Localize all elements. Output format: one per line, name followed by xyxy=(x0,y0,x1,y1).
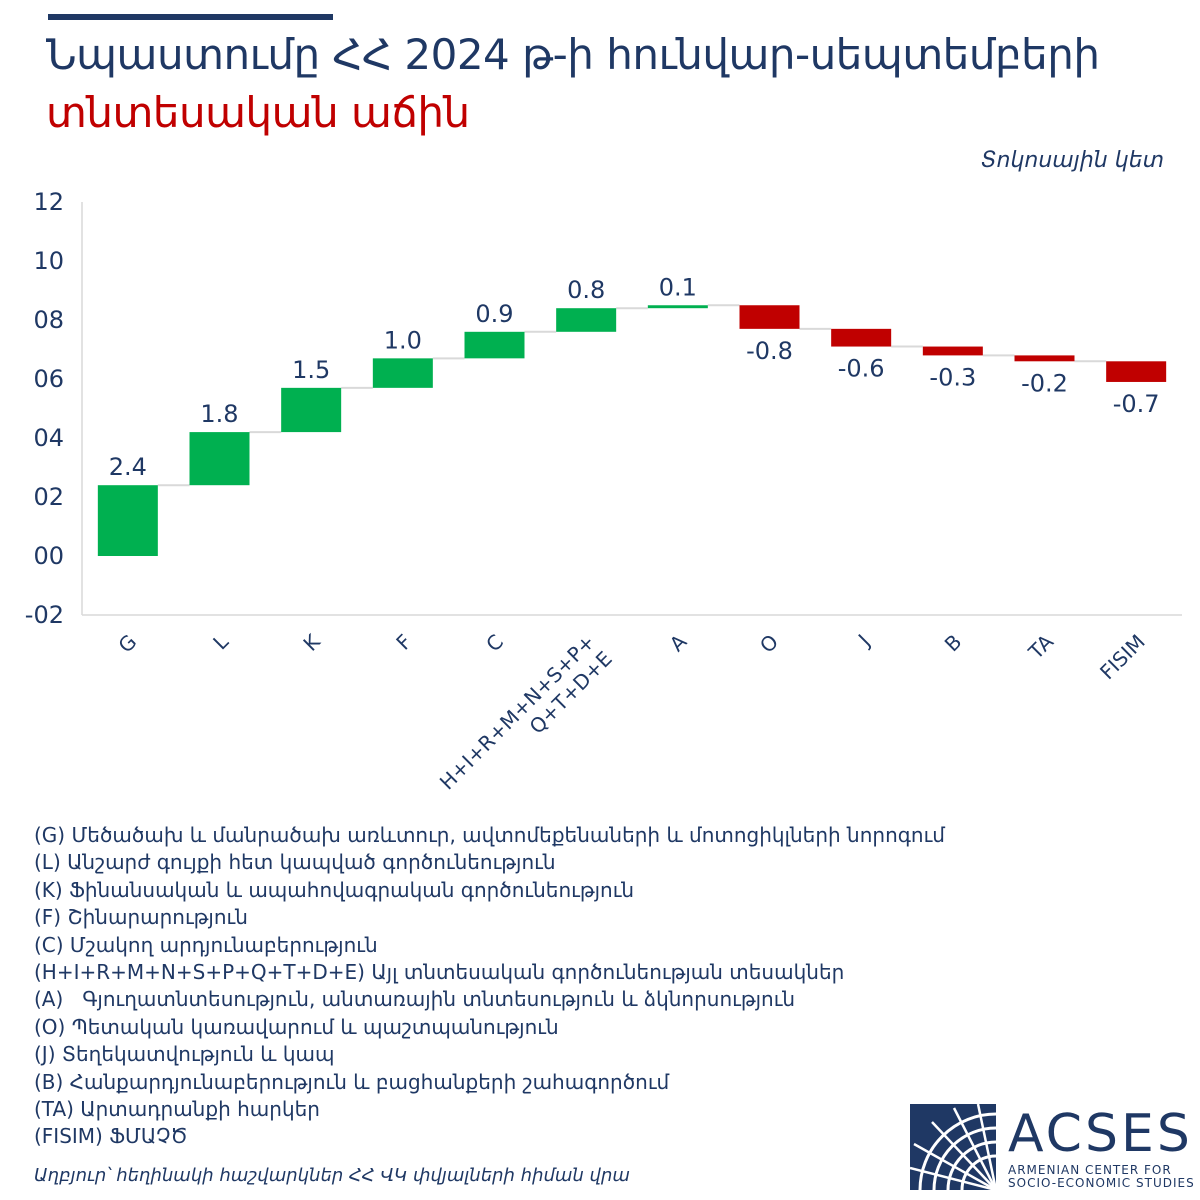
x-tick-label: FISIM xyxy=(1095,630,1150,685)
logo-subtitle-line2: SOCIO-ECONOMIC STUDIES xyxy=(1008,1176,1195,1190)
value-label: -0.7 xyxy=(1113,390,1160,418)
y-tick-label: 02 xyxy=(33,483,64,511)
legend-item: (F) Շինարարություն xyxy=(34,905,248,930)
value-label: -0.8 xyxy=(746,337,793,365)
value-label: 0.9 xyxy=(475,300,513,328)
x-tick-label-line: F xyxy=(391,630,416,655)
y-tick-label: 06 xyxy=(33,365,64,393)
waterfall-chart: 2.4 1.8 1.5 1.0 0.9 0.8 0.1 -0.8 -0.6 -0.3 -0.2 -0.… xyxy=(25,190,1182,795)
x-tick-label-line: A xyxy=(665,629,692,656)
y-tick-label: 10 xyxy=(33,247,64,275)
value-label: 0.1 xyxy=(659,273,697,301)
x-tick-label: TA xyxy=(1023,629,1058,664)
waterfall-bar xyxy=(97,485,158,556)
value-label: 1.5 xyxy=(292,356,330,384)
x-tick-label: H+I+R+M+N+S+P+Q+T+D+E xyxy=(435,630,617,795)
x-tick-labels: G L K F CH+I+R+M+N+S+P+Q+T+D+E A O J B TA FISIM xyxy=(113,629,1150,795)
value-label: -0.6 xyxy=(838,355,885,383)
waterfall-bar xyxy=(1106,361,1167,382)
waterfall-bar xyxy=(189,432,250,486)
x-tick-label-line: L xyxy=(208,629,233,654)
connector-lines xyxy=(157,304,1107,487)
x-tick-label-line: J xyxy=(852,630,875,653)
value-label: 0.8 xyxy=(567,276,605,304)
legend-item: (K) Ֆինանսական և ապահովագրական գործունեո… xyxy=(34,877,635,902)
waterfall-bar xyxy=(372,358,433,388)
y-tick-label: 00 xyxy=(33,542,64,570)
logo-subtitle: ARMENIAN CENTER FOR SOCIO-ECONOMIC STUDI… xyxy=(1008,1164,1195,1190)
title-accent-rule xyxy=(48,14,333,20)
y-tick-label: -02 xyxy=(25,601,64,629)
x-tick-label-line: TA xyxy=(1023,629,1058,664)
bars xyxy=(97,305,1167,556)
x-tick-label: J xyxy=(852,630,875,653)
x-tick-label: F xyxy=(391,630,416,655)
legend-item: (G) Մեծածախ և մանրածախ առևտուր, ավտոմեքե… xyxy=(34,823,945,847)
legend-item: (B) Հանքարդյունաբերություն և բացհանքերի … xyxy=(34,1069,670,1094)
x-tick-label: C xyxy=(481,630,508,657)
source-note: Աղբյուր՝ հեղինակի հաշվարկներ ՀՀ ՎԿ փվյալ… xyxy=(34,1165,630,1186)
x-tick-label-line: O xyxy=(755,630,783,658)
acses-logo: ACSES ARMENIAN CENTER FOR SOCIO-ECONOMIC… xyxy=(910,1104,1195,1194)
y-tick-label: 04 xyxy=(33,424,64,452)
legend-item: (H+I+R+M+N+S+P+Q+T+D+E) Այլ տնտեսական գո… xyxy=(34,960,845,985)
value-label: -0.3 xyxy=(929,363,976,391)
value-label: 1.8 xyxy=(200,400,238,428)
waterfall-bar xyxy=(647,305,708,309)
legend-item: (J) Տեղեկատվություն և կապ xyxy=(34,1042,335,1067)
x-tick-label-line: G xyxy=(113,630,141,658)
value-label: -0.2 xyxy=(1021,369,1068,397)
x-tick-label: G xyxy=(113,630,141,658)
x-tick-label-line: H+I+R+M+N+S+P+ xyxy=(435,630,600,795)
y-tick-label: 08 xyxy=(33,306,64,334)
category-legend: (G) Մեծածախ և մանրածախ առևտուր, ավտոմեքե… xyxy=(34,822,945,1151)
legend-item: (L) Անշարժ գույքի հետ կապված գործունեութ… xyxy=(34,850,556,875)
unit-label: Տոկոսային կետ xyxy=(980,148,1164,173)
chart-title: Նպաստումը ՀՀ 2024 թ-ի հունվար-սեպտեմբերի xyxy=(46,30,1100,79)
logo-subtitle-line1: ARMENIAN CENTER FOR xyxy=(1008,1163,1172,1177)
legend-item: (TA) Արտադրանքի հարկեր xyxy=(34,1097,320,1122)
value-labels: 2.4 1.8 1.5 1.0 0.9 0.8 0.1 -0.8 -0.6 -0.3 -0.2 -0.… xyxy=(109,273,1160,481)
y-tick-label: 12 xyxy=(33,190,64,216)
x-tick-label-line: FISIM xyxy=(1095,630,1150,685)
legend-item: (C) Մշակող արդյունաբերություն xyxy=(34,932,378,957)
waterfall-bar xyxy=(556,308,617,332)
value-label: 2.4 xyxy=(109,453,147,481)
value-label: 1.0 xyxy=(384,326,422,354)
waterfall-bar xyxy=(464,331,525,359)
logo-name: ACSES xyxy=(1008,1104,1193,1164)
x-tick-label-line: K xyxy=(298,629,325,656)
x-tick-label-line: C xyxy=(481,630,508,657)
acses-logo-mark-icon xyxy=(910,1104,996,1190)
chart-title-highlight: տնտեսական աճին xyxy=(46,88,470,137)
y-tick-labels: -02 00 02 04 06 08 10 12 xyxy=(25,190,64,629)
legend-item: (A) Գյուղատնտեսություն, անտառային տնտեսո… xyxy=(34,987,796,1012)
chart-axes xyxy=(81,202,1182,616)
x-tick-label-line: B xyxy=(940,630,967,657)
x-tick-label: L xyxy=(208,629,233,654)
waterfall-bar xyxy=(831,328,892,347)
legend-item: (FISIM) ՖՄԱՉԾ xyxy=(34,1124,188,1149)
waterfall-bar xyxy=(739,305,800,329)
x-tick-label: A xyxy=(665,629,692,656)
x-tick-label: O xyxy=(755,630,783,658)
x-tick-label: B xyxy=(940,630,967,657)
waterfall-bar xyxy=(1014,355,1075,362)
waterfall-bar xyxy=(922,346,983,356)
x-tick-label: K xyxy=(298,629,325,656)
waterfall-bar xyxy=(281,387,342,433)
legend-item: (O) Պետական կառավարում և պաշտպանություն xyxy=(34,1014,559,1039)
